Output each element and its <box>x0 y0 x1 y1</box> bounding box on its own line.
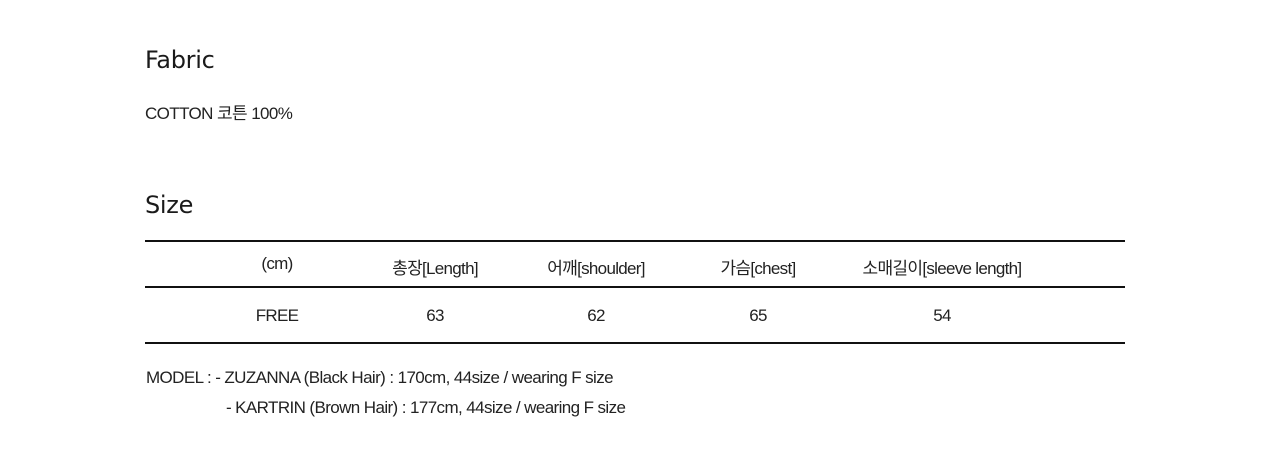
table-cell: FREE <box>255 306 299 325</box>
table-header-cell: 가슴[chest] <box>720 259 796 278</box>
table-header-cell: (cm) <box>261 254 293 273</box>
table-cell: 62 <box>587 306 605 325</box>
fabric-text: COTTON 코튼 100% <box>145 104 293 123</box>
model-info-line-1: MODEL : - ZUZANNA (Black Hair) : 170cm, … <box>146 368 614 387</box>
model-info-line-2: - KARTRIN (Brown Hair) : 177cm, 44size /… <box>226 398 626 417</box>
table-cell: 63 <box>426 306 444 325</box>
table-bottom-rule <box>145 342 1125 344</box>
table-header-cell: 소매길이[sleeve length] <box>862 259 1023 278</box>
fabric-heading: Fabric <box>145 46 215 74</box>
table-header-cell: 총장[Length] <box>392 259 478 278</box>
table-top-rule <box>145 240 1125 242</box>
table-cell: 54 <box>933 306 951 325</box>
table-cell: 65 <box>749 306 767 325</box>
table-header-cell: 어깨[shoulder] <box>547 259 645 278</box>
size-heading: Size <box>145 191 194 219</box>
table-header-rule <box>145 286 1125 288</box>
